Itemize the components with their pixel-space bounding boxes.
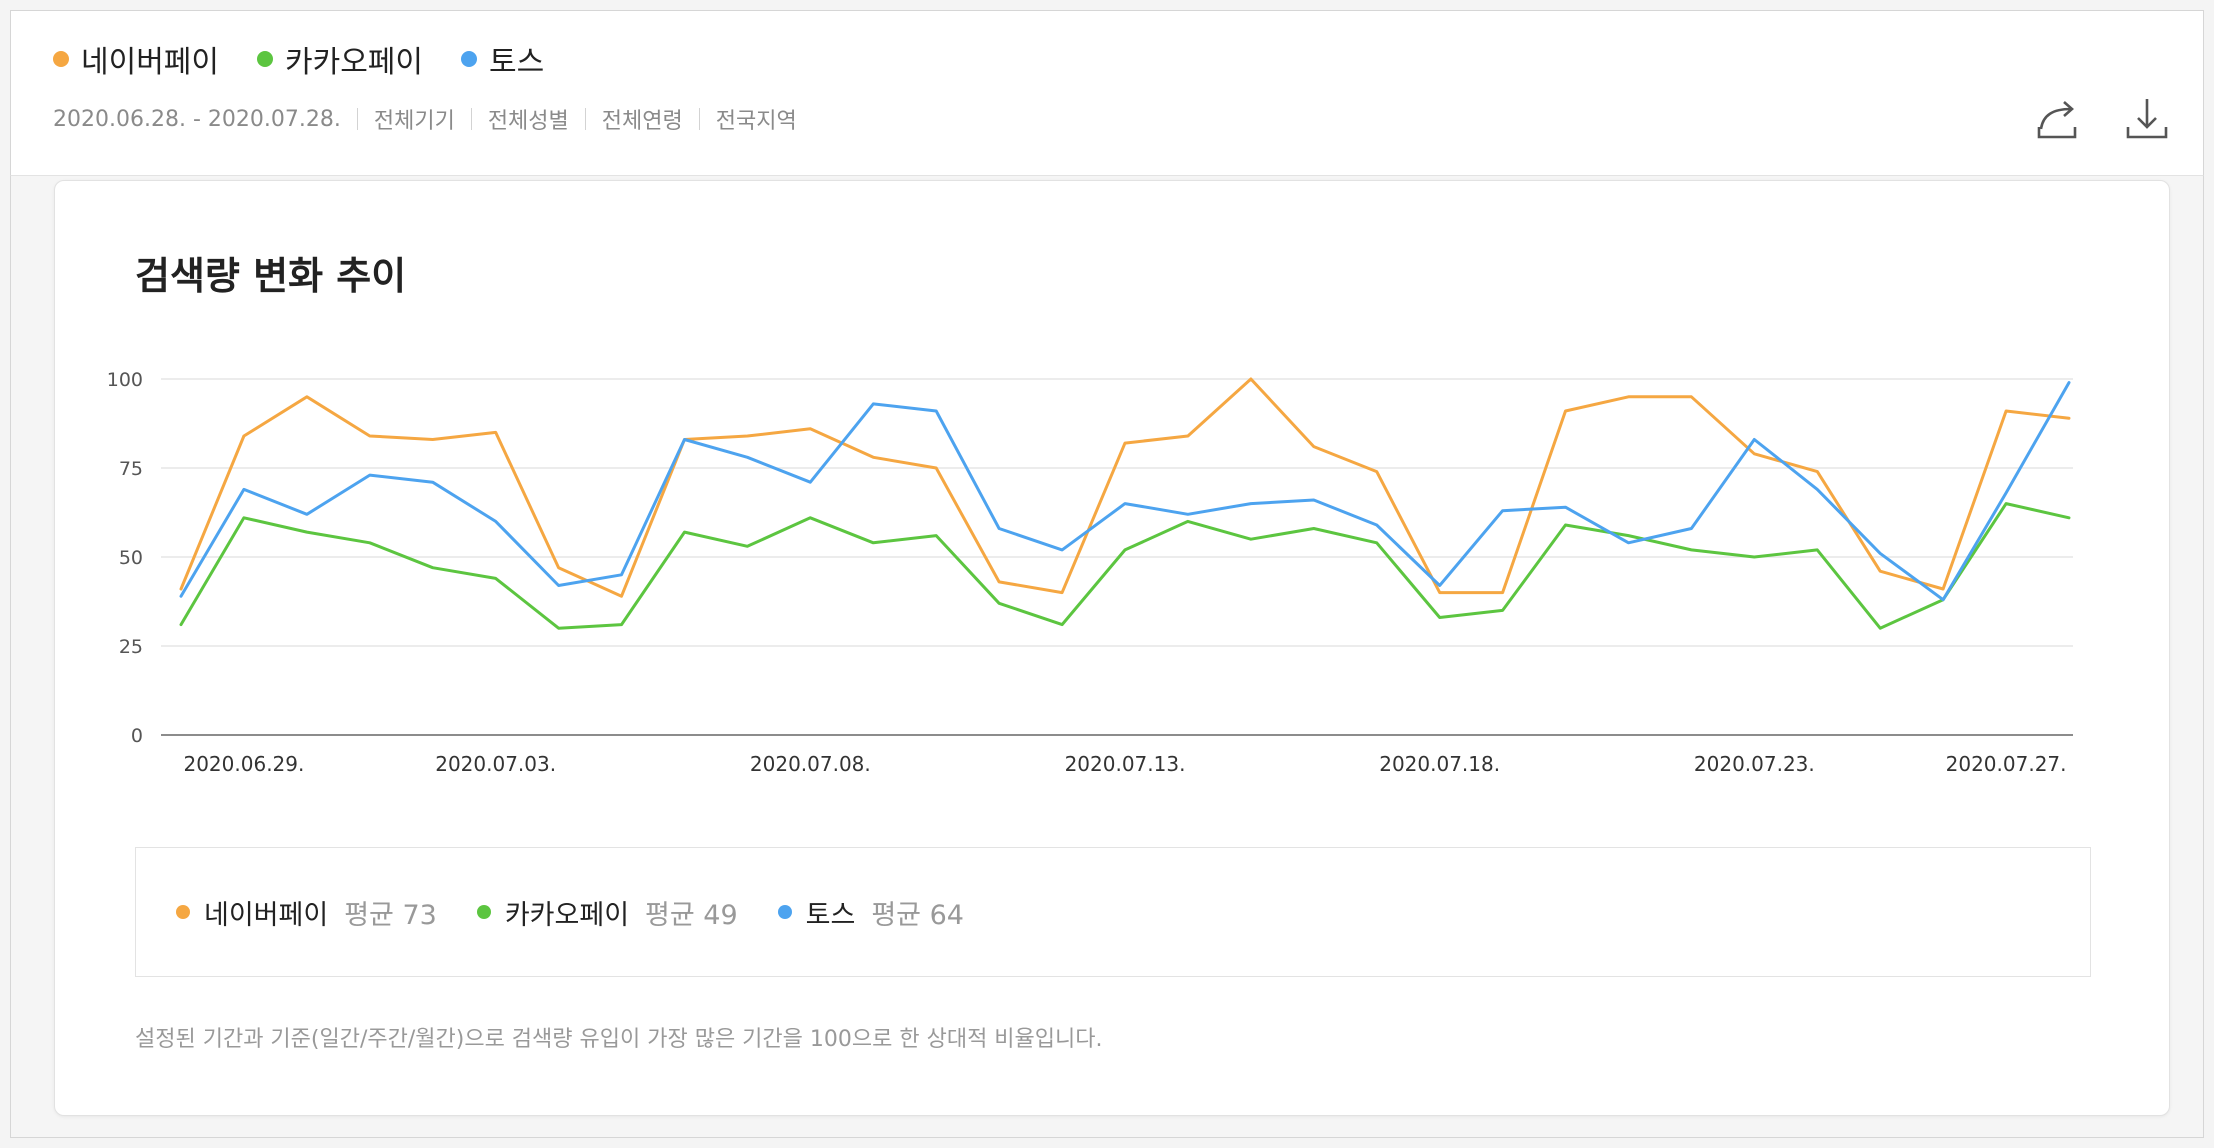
filter-gender: 전체성별 — [487, 109, 569, 134]
series-line — [179, 377, 2071, 598]
legend-label: 토스 — [489, 45, 545, 80]
trend-card: 검색량 변화 추이 0 25 50 75 100 2020.06.29. 2020.07.0… — [54, 180, 2170, 1116]
legend-label: 카카오페이 — [285, 45, 423, 80]
footnote: 설정된 기간과 기준(일간/주간/월간)으로 검색량 유입이 가장 많은 기간을… — [135, 1027, 1103, 1052]
series-line — [179, 381, 2071, 602]
legend-label: 토스 — [805, 899, 856, 931]
legend-dot-icon — [176, 905, 190, 919]
legend-label: 네이버페이 — [204, 899, 329, 931]
share-button[interactable] — [2031, 93, 2083, 145]
x-tick-label: 2020.06.29. — [183, 752, 304, 776]
x-tick-label: 2020.07.18. — [1379, 752, 1500, 776]
divider — [356, 108, 358, 130]
header: 네이버페이 카카오페이 토스 2020.06.28. - 2020.07.28.… — [10, 10, 2204, 176]
legend-dot-icon — [461, 51, 477, 67]
divider — [698, 108, 700, 130]
y-tick-label: 0 — [131, 725, 143, 747]
download-icon — [2126, 99, 2168, 139]
line-chart: 0 25 50 75 100 2020.06.29. 2020.07.03. 2020.07.… — [107, 369, 2073, 776]
legend-label: 네이버페이 — [81, 45, 219, 80]
series-line — [179, 502, 2071, 630]
legend-dot-icon — [476, 905, 491, 919]
average-legend: 네이버페이 평균 73 카카오페이 평균 49 토스 평균 64 — [135, 847, 2091, 977]
download-button[interactable] — [2121, 93, 2173, 145]
avg-legend-item-toss[interactable]: 토스 평균 64 — [777, 893, 964, 932]
x-tick-label: 2020.07.03. — [435, 752, 556, 776]
filter-device: 전체기기 — [373, 109, 455, 134]
x-tick-label: 2020.07.13. — [1065, 752, 1186, 776]
x-tick-label: 2020.07.08. — [750, 752, 871, 776]
chart-title: 검색량 변화 추이 — [135, 254, 407, 298]
filter-age: 전체연령 — [601, 109, 683, 134]
x-tick-label: 2020.07.23. — [1694, 752, 1815, 776]
legend-average: 평균 49 — [645, 899, 738, 931]
header-legend-item-naverpay[interactable]: 네이버페이 — [53, 37, 219, 81]
y-tick-label: 100 — [107, 369, 143, 391]
header-legend: 네이버페이 카카오페이 토스 — [53, 37, 582, 81]
x-tick-label: 2020.07.27. — [1946, 752, 2067, 776]
legend-average: 평균 73 — [344, 899, 437, 931]
avg-legend-item-naverpay[interactable]: 네이버페이 평균 73 — [176, 893, 437, 932]
header-legend-item-kakaopay[interactable]: 카카오페이 — [257, 37, 423, 81]
filter-period: 2020.06.28. - 2020.07.28. — [53, 106, 341, 132]
filter-region: 전국지역 — [715, 109, 797, 134]
legend-label: 카카오페이 — [504, 899, 630, 931]
legend-dot-icon — [777, 905, 792, 919]
divider — [584, 108, 586, 130]
share-icon — [2037, 101, 2077, 139]
legend-dot-icon — [257, 51, 273, 67]
y-tick-label: 25 — [119, 636, 143, 658]
filter-summary: 2020.06.28. - 2020.07.28. 전체기기 전체성별 전체연령… — [53, 103, 797, 135]
divider — [470, 108, 472, 130]
y-tick-label: 75 — [119, 458, 143, 480]
header-legend-item-toss[interactable]: 토스 — [461, 37, 544, 81]
legend-average: 평균 64 — [871, 899, 964, 931]
avg-legend-item-kakaopay[interactable]: 카카오페이 평균 49 — [476, 893, 738, 932]
y-tick-label: 50 — [119, 547, 143, 569]
legend-dot-icon — [53, 51, 69, 67]
